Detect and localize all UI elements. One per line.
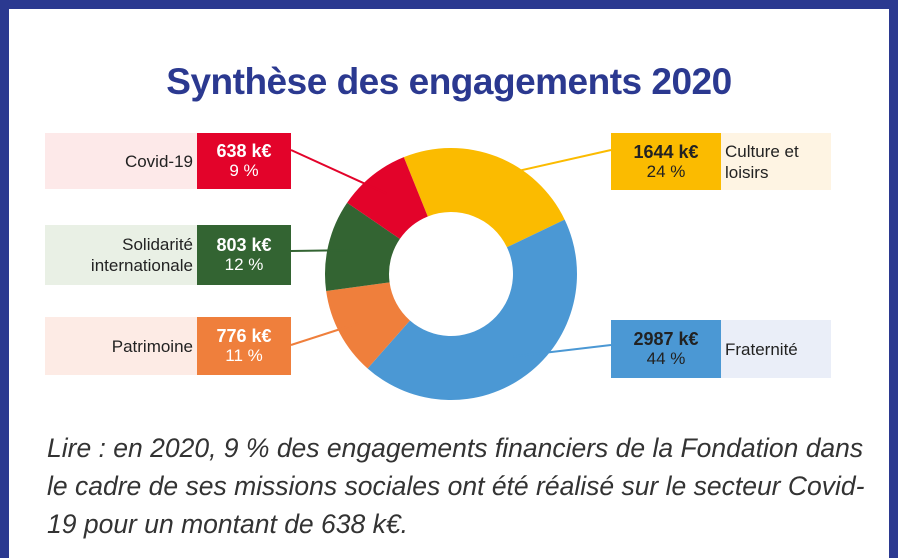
value-label: 776 k€ (216, 326, 272, 346)
value-label: 638 k€ (216, 141, 272, 161)
donut-segment (347, 157, 428, 239)
leader-line (290, 149, 387, 195)
value-box: 776 k€ 11 % (197, 317, 291, 375)
category-label-box: Covid-19 (45, 133, 197, 189)
leader-line (513, 344, 612, 358)
value-box: 2987 k€ 44 % (611, 320, 721, 378)
percent-label: 11 % (225, 346, 263, 365)
value-label: 803 k€ (216, 235, 272, 255)
category-label-box: Culture et loisirs (721, 133, 831, 190)
value-box: 638 k€ 9 % (197, 133, 291, 189)
category-label: Solidarité internationale (90, 235, 193, 275)
leader-line (290, 321, 361, 346)
value-label: 2987 k€ (633, 329, 699, 349)
donut-segment (403, 148, 565, 248)
chart-title: Synthèse des engagements 2020 (166, 61, 732, 102)
category-label: Covid-19 (124, 151, 193, 171)
percent-label: 9 % (229, 161, 259, 180)
value-label: 1644 k€ (633, 141, 699, 162)
category-label: Fraternité (725, 339, 798, 359)
donut-segment (326, 282, 410, 369)
category-label-box: Patrimoine (45, 317, 197, 375)
leader-line (488, 149, 612, 179)
category-label-box: Solidarité internationale (45, 225, 197, 285)
reading-note: Lire : en 2020, 9 % des engagements fina… (47, 433, 865, 539)
percent-label: 12 % (224, 255, 264, 274)
value-box: 803 k€ 12 % (197, 225, 291, 285)
donut-segment (325, 202, 400, 291)
leader-line (290, 249, 351, 252)
category-label: Culture et loisirs (725, 141, 799, 182)
category-label: Patrimoine (111, 336, 193, 356)
value-box: 1644 k€ 24 % (611, 133, 721, 190)
percent-label: 44 % (646, 349, 686, 368)
category-label-box: Fraternité (721, 320, 831, 378)
chart (290, 148, 612, 400)
percent-label: 24 % (646, 161, 686, 181)
